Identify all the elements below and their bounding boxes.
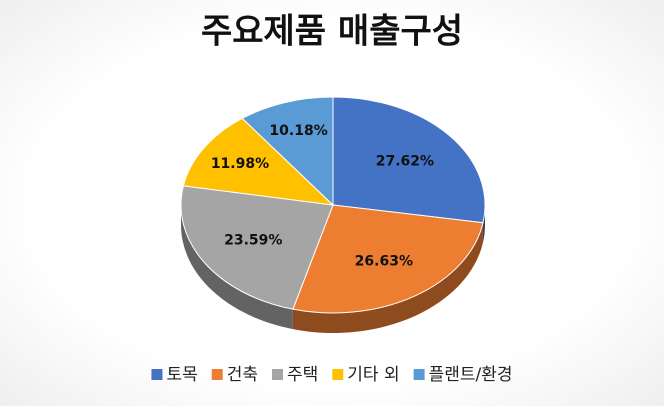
slice [182,117,335,206]
slice-side [292,222,483,333]
legend-label: 주택 [287,365,318,385]
slice [332,96,486,224]
legend-item: 주택 [272,365,318,385]
legend-swatch [332,369,344,380]
legend-item: 플랜트/환경 [413,365,513,385]
chart-title: 주요제품 매출구성 [201,12,463,52]
legend-label: 건축 [227,365,258,385]
legend-swatch [211,369,223,380]
data-label: 23.59% [224,233,282,249]
data-label: 11.98% [211,156,269,172]
pie: 27.62% 26.63% 23.59% 11.98% 10.18% [180,96,486,333]
legend-item: 토목 [151,365,198,385]
slice-side [181,205,293,330]
legend-swatch [151,369,163,380]
legend-label: 기타 외 [347,365,399,385]
data-label: 26.63% [355,253,413,269]
legend-item: 건축 [211,365,258,385]
slice [180,185,334,310]
data-label: 10.18% [269,123,327,139]
slice [241,96,334,207]
slice [292,204,484,314]
legend-label: 플랜트/환경 [429,365,513,385]
legend-item: 기타 외 [332,365,400,385]
legend-label: 토목 [166,365,197,385]
legend-swatch [413,369,425,380]
legend: 토목 건축 주택 기타 외 플랜트/환경 [151,365,513,385]
data-label: 27.62% [376,154,434,170]
legend-swatch [272,369,284,380]
